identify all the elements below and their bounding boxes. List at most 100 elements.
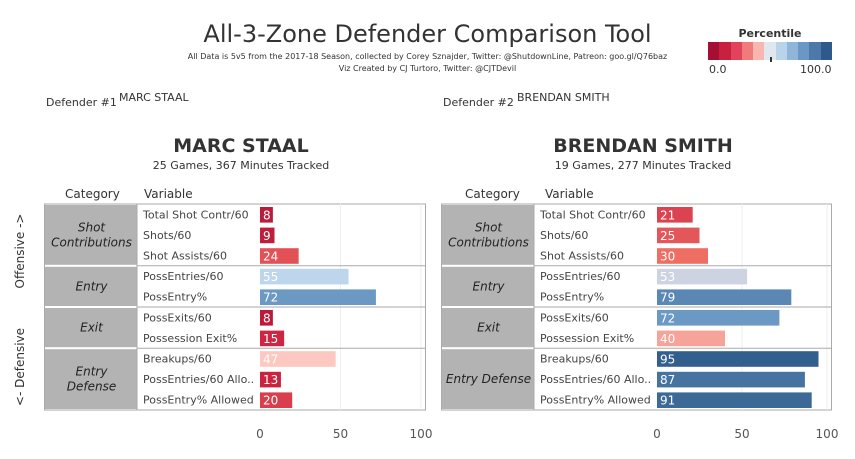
x-tick-label: 100 xyxy=(410,427,433,440)
player1-stats: 25 Games, 367 Minutes Tracked xyxy=(152,159,330,172)
variable-label: Shot Assists/60 xyxy=(143,250,227,263)
data-label: 30 xyxy=(660,250,675,264)
defender1-selector[interactable]: MARC STAAL xyxy=(119,91,189,104)
data-bar[interactable] xyxy=(657,371,805,388)
data-bar[interactable] xyxy=(657,207,693,223)
data-label: 79 xyxy=(660,291,675,305)
data-label: 8 xyxy=(263,311,271,325)
data-bar[interactable] xyxy=(260,392,293,408)
data-bar[interactable] xyxy=(657,310,780,326)
data-label: 53 xyxy=(660,270,675,284)
credit-line-viz: Viz Created by CJ Turtoro, Twitter: @CJT… xyxy=(338,64,517,73)
defensive-side-label: <- Defensive xyxy=(13,327,27,407)
data-bar[interactable] xyxy=(260,289,376,305)
variable-label: Breakups/60 xyxy=(143,353,212,366)
category-label: Shot xyxy=(475,220,504,234)
variable-label: PossEntry% xyxy=(143,291,207,304)
legend-title: Percentile xyxy=(738,27,802,40)
x-tick-label: 50 xyxy=(734,427,749,440)
variable-label: PossEntries/60 Allo.. xyxy=(143,373,254,386)
category-cell xyxy=(442,205,534,265)
data-bar[interactable] xyxy=(657,330,725,347)
x-tick-label: 0 xyxy=(256,427,264,440)
variable-label: Possession Exit% xyxy=(540,332,634,345)
category-label: Exit xyxy=(477,321,501,335)
data-label: 91 xyxy=(660,394,675,408)
page-title: All-3-Zone Defender Comparison Tool xyxy=(203,20,652,48)
category-label: Exit xyxy=(80,321,104,335)
x-tick-label: 0 xyxy=(653,427,661,440)
category-cell xyxy=(45,205,137,265)
category-label: Entry xyxy=(473,279,506,293)
legend-color-ramp[interactable] xyxy=(708,42,832,60)
variable-label: PossExits/60 xyxy=(143,311,212,324)
data-label: 25 xyxy=(660,229,675,243)
data-label: 8 xyxy=(263,208,271,222)
data-label: 55 xyxy=(263,270,278,284)
player2-name: BRENDAN SMITH xyxy=(553,135,733,157)
legend-swatch[interactable] xyxy=(708,42,720,60)
data-bar[interactable] xyxy=(260,227,275,244)
data-bar[interactable] xyxy=(260,330,285,347)
data-label: 47 xyxy=(263,353,278,367)
category-cell xyxy=(45,266,137,306)
category-label: Contributions xyxy=(51,235,132,249)
category-label: Entry xyxy=(76,365,109,379)
category-cell xyxy=(442,308,534,348)
variable-label: Possession Exit% xyxy=(143,332,237,345)
data-bar[interactable] xyxy=(260,351,336,367)
variable-label: PossEntry% Allowed xyxy=(143,394,254,407)
player2-category-header: Category xyxy=(465,187,520,201)
data-bar[interactable] xyxy=(657,227,700,244)
variable-label: PossEntries/60 Allo.. xyxy=(540,373,651,386)
data-bar[interactable] xyxy=(260,207,273,223)
variable-label: Shots/60 xyxy=(143,229,191,242)
category-cell xyxy=(45,308,137,348)
legend-marker xyxy=(770,57,772,62)
legend-swatch[interactable] xyxy=(741,42,754,60)
variable-label: Total Shot Contr/60 xyxy=(539,208,646,221)
legend-swatch[interactable] xyxy=(775,42,787,60)
category-label: Entry xyxy=(76,279,109,293)
category-cell xyxy=(45,349,137,409)
data-bar[interactable] xyxy=(657,392,812,408)
legend-swatch[interactable] xyxy=(786,42,799,60)
data-bar[interactable] xyxy=(260,268,349,285)
data-label: 72 xyxy=(660,311,675,325)
category-label: Contributions xyxy=(448,235,529,249)
defender1-label: Defender #1 xyxy=(46,96,117,109)
player1-category-header: Category xyxy=(65,187,120,201)
legend-swatch[interactable] xyxy=(719,42,731,60)
credit-line-data: All Data is 5v5 from the 2017-18 Season,… xyxy=(187,52,668,61)
data-label: 72 xyxy=(263,291,278,305)
defender2-selector[interactable]: BRENDAN SMITH xyxy=(517,91,610,104)
variable-label: PossEntries/60 xyxy=(540,270,620,283)
legend-swatch[interactable] xyxy=(764,42,776,60)
variable-label: PossEntries/60 xyxy=(143,270,223,283)
data-label: 21 xyxy=(660,208,675,222)
offensive-side-label: Offensive -> xyxy=(13,213,27,289)
data-bar[interactable] xyxy=(657,268,748,285)
data-bar[interactable] xyxy=(260,248,299,264)
data-bar[interactable] xyxy=(657,289,792,305)
variable-label: Total Shot Contr/60 xyxy=(142,208,249,221)
data-bar[interactable] xyxy=(657,248,708,264)
category-label: Entry Defense xyxy=(446,372,531,386)
data-bar[interactable] xyxy=(657,351,819,367)
legend-swatch[interactable] xyxy=(798,42,810,60)
legend-swatch[interactable] xyxy=(809,42,821,60)
legend-swatch[interactable] xyxy=(753,42,765,60)
data-label: 20 xyxy=(263,394,278,408)
legend-swatch[interactable] xyxy=(730,42,742,60)
data-bar[interactable] xyxy=(260,310,273,326)
player2-variable-header: Variable xyxy=(545,187,594,201)
variable-label: Shot Assists/60 xyxy=(540,250,624,263)
data-label: 24 xyxy=(263,250,278,264)
data-label: 9 xyxy=(263,229,271,243)
legend-swatch[interactable] xyxy=(820,42,832,60)
player1-variable-header: Variable xyxy=(144,187,193,201)
data-bar[interactable] xyxy=(260,371,281,388)
x-tick-label: 50 xyxy=(333,427,348,440)
